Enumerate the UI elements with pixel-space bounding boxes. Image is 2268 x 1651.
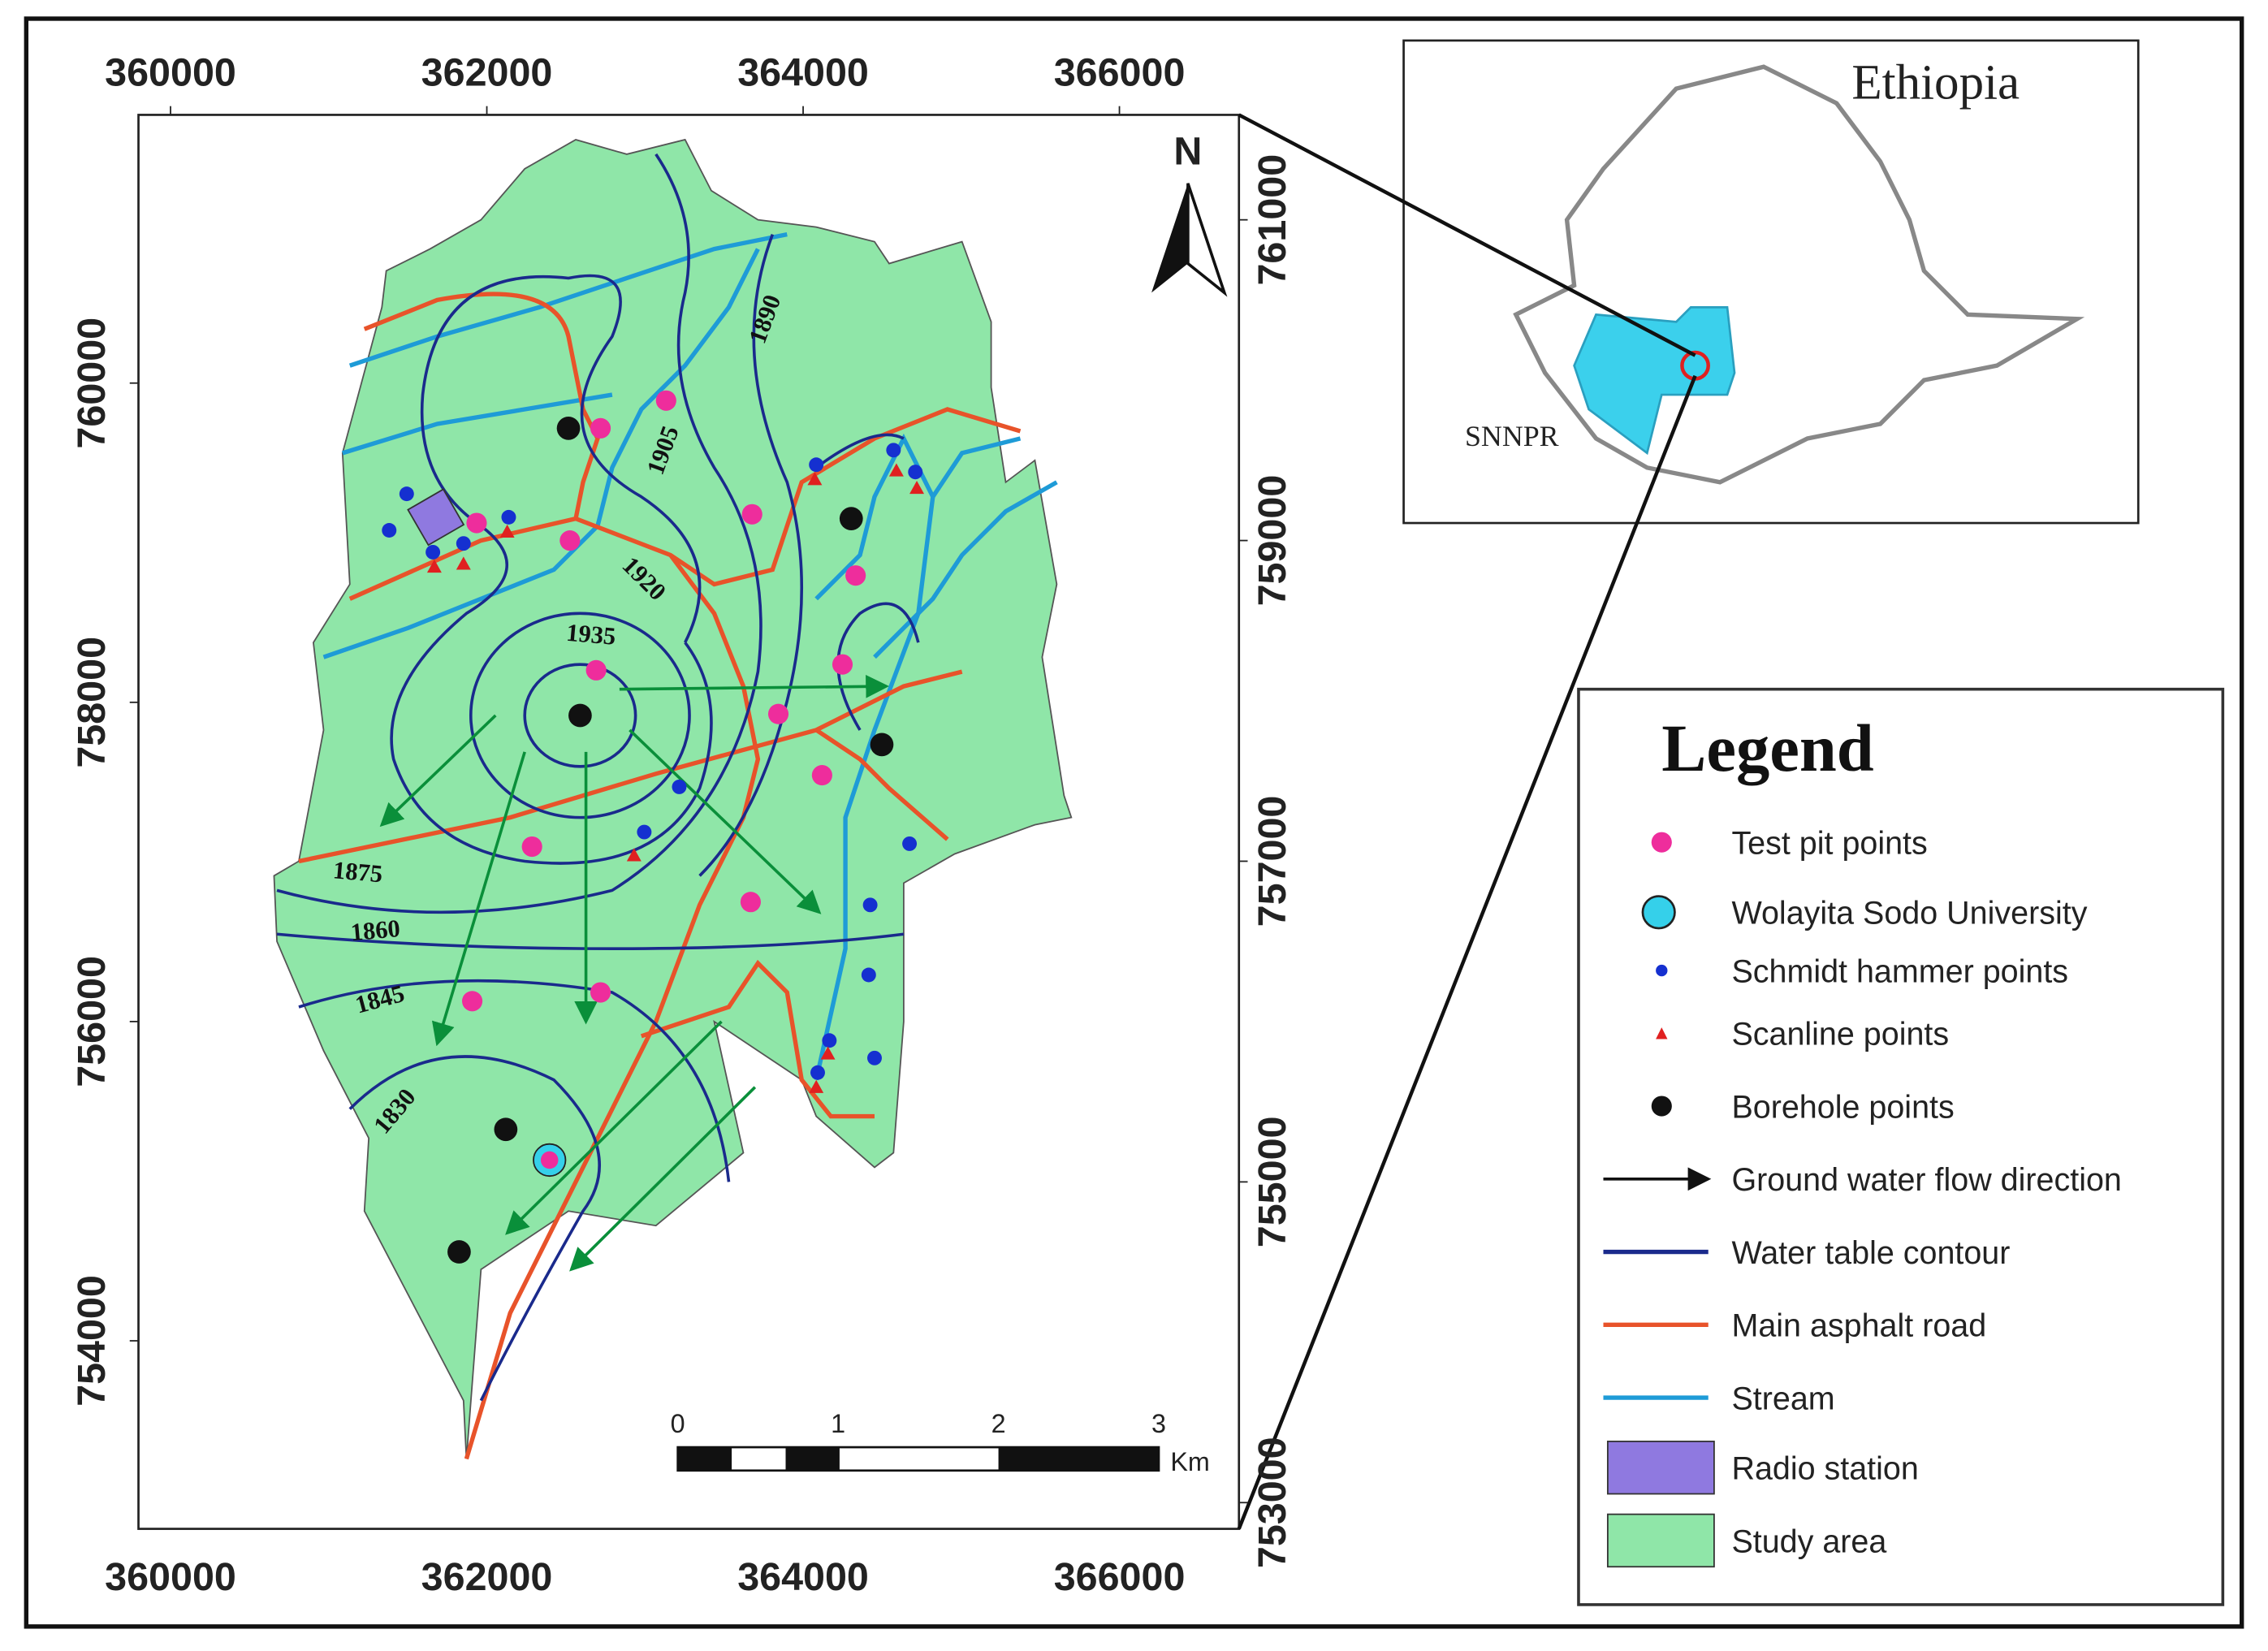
y-tick-label-left: 754000: [70, 1275, 114, 1407]
y-tick-label-left: 760000: [70, 318, 114, 449]
scale-bar: [676, 1446, 1160, 1472]
y-tick-label-left: 758000: [70, 637, 114, 768]
flow-arrows: [379, 674, 889, 1272]
x-tick-label-bottom: 366000: [1054, 1555, 1186, 1599]
legend-item-label: Wolayita Sodo University: [1731, 896, 2087, 931]
legend-item-label: Main asphalt road: [1731, 1308, 1986, 1344]
inset-region-label: SNNPR: [1465, 420, 1559, 452]
x-tick-label-bottom: 360000: [105, 1555, 236, 1599]
legend-item-label: Test pit points: [1731, 826, 1927, 862]
study-area: [273, 138, 1073, 1459]
legend-item-label: Borehole points: [1731, 1089, 1954, 1125]
inset-title: Ethiopia: [1851, 56, 2020, 110]
map-frame: [137, 114, 1241, 1530]
y-tick-label-right: 757000: [1251, 796, 1294, 927]
legend-item-label: Ground water flow direction: [1731, 1162, 2121, 1198]
y-tick-label-right: 755000: [1251, 1117, 1294, 1248]
outer-border: [24, 16, 2244, 1629]
north-label: N: [1173, 129, 1202, 173]
contour-label: 1935: [565, 619, 617, 650]
scale-label: 1: [831, 1409, 845, 1438]
x-tick-label-top: 362000: [421, 51, 553, 95]
x-tick-label-top: 360000: [105, 51, 236, 95]
roads: [298, 292, 1022, 1460]
contour-label: 1860: [349, 914, 401, 946]
inset-map: [1402, 39, 2140, 525]
x-tick-label-bottom: 364000: [737, 1555, 869, 1599]
north-arrow: N: [1151, 129, 1228, 297]
legend-item-label: Stream: [1731, 1381, 1834, 1416]
streams: [322, 231, 1058, 1081]
y-tick-label-right: 759000: [1251, 475, 1294, 607]
x-tick-label-top: 364000: [737, 51, 869, 95]
legend-title: Legend: [1661, 711, 1873, 785]
y-tick-label-left: 756000: [70, 956, 114, 1087]
legend-item-label: Study area: [1731, 1524, 1886, 1559]
y-tick-label-right: 761000: [1251, 154, 1294, 286]
scale-label: 3: [1151, 1409, 1166, 1438]
legend-item-label: Scanline points: [1731, 1017, 1949, 1052]
legend-item-label: Schmidt hammer points: [1731, 953, 2068, 989]
legend-item-label: Water table contour: [1731, 1235, 2010, 1271]
x-tick-label-bottom: 362000: [421, 1555, 553, 1599]
inset-pointer-lines: [1237, 113, 1697, 1530]
y-tick-label-right: 753000: [1251, 1437, 1294, 1568]
contour-label: 1875: [332, 856, 384, 888]
scale-label: 2: [991, 1409, 1006, 1438]
point-symbols: [382, 390, 925, 1264]
legend-item-label: Radio station: [1731, 1451, 1918, 1487]
x-tick-label-top: 366000: [1054, 51, 1186, 95]
scale-label: 0: [671, 1409, 685, 1438]
legend: Legend: [1577, 687, 2225, 1606]
scale-unit: Km: [1170, 1447, 1209, 1476]
